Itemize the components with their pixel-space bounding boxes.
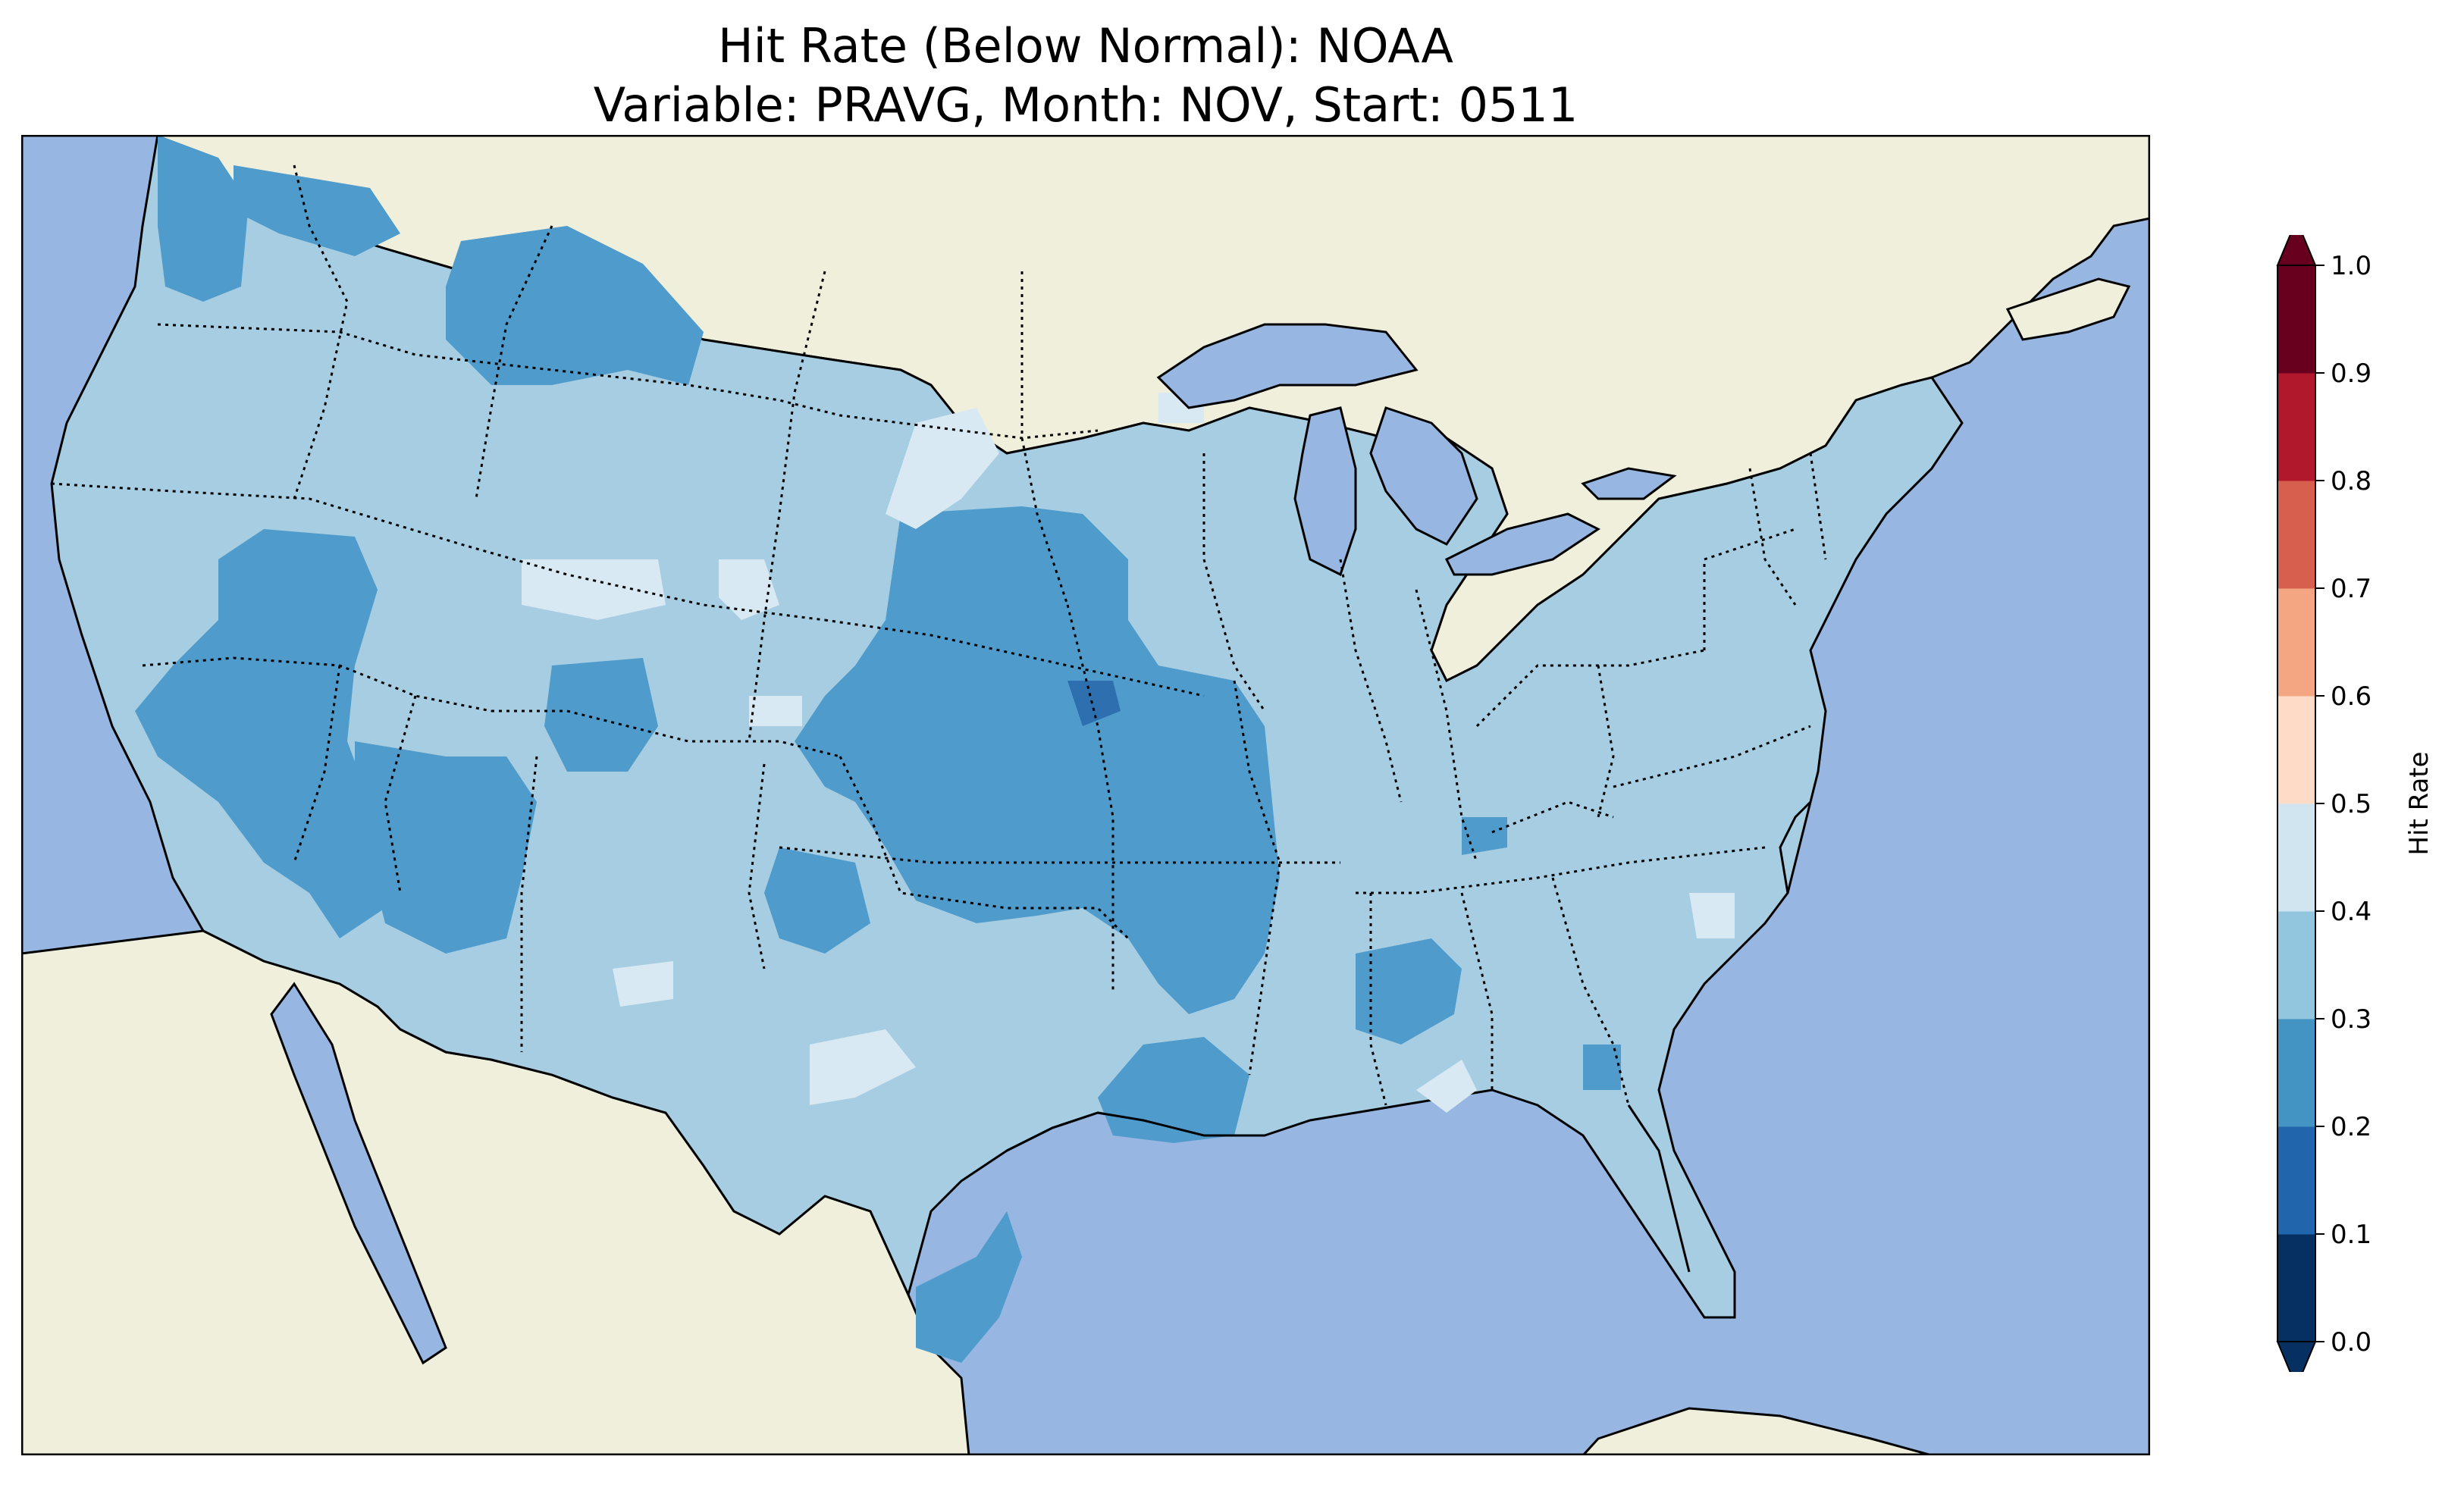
map-panel — [21, 135, 2150, 1455]
colorbar-tick-label: 0.5 — [2331, 789, 2372, 819]
hit-rate-0.4-0.5-regions — [522, 393, 1735, 1113]
gulf-of-california — [270, 982, 447, 1365]
colorbar-segment — [2277, 803, 2315, 912]
colorbar-segment — [2277, 1234, 2315, 1342]
colorbar-segment — [2277, 911, 2315, 1019]
colorbar-label: Hit Rate — [2404, 751, 2434, 855]
colorbar-tick-label: 0.0 — [2331, 1327, 2372, 1358]
colorbar-segment — [2277, 1019, 2315, 1127]
colorbar-extend-max — [2276, 235, 2317, 266]
colorbar-tick-label: 0.1 — [2331, 1220, 2372, 1250]
colorbar-segments — [2276, 235, 2317, 1372]
colorbar-tick-label: 0.4 — [2331, 897, 2372, 927]
colorbar-ticks: 0.0 0.1 0.2 0.3 0.4 0.5 0.6 0.7 0.8 0.9 1.0 — [2315, 251, 2372, 1358]
colorbar-extend-min — [2276, 1341, 2317, 1372]
map-frame — [21, 135, 2150, 1455]
title-line-2: Variable: PRAVG, Month: NOV, Start: 0511 — [593, 77, 1578, 133]
colorbar-tick-label: 0.2 — [2331, 1112, 2372, 1142]
map-title: Hit Rate (Below Normal): NOAA Variable: … — [21, 17, 2150, 135]
colorbar-tick-label: 1.0 — [2331, 251, 2372, 281]
colorbar-segment — [2277, 1126, 2315, 1235]
cuba-land — [1581, 1407, 1933, 1455]
coastline-detail — [1006, 800, 1812, 1273]
title-line-1: Hit Rate (Below Normal): NOAA — [718, 18, 1453, 74]
maritimes-land — [2005, 277, 2131, 341]
colorbar-tick-label: 0.6 — [2331, 681, 2372, 712]
colorbar-tick-label: 0.9 — [2331, 359, 2372, 389]
colorbar-segment — [2277, 588, 2315, 697]
colorbar-tick-label: 0.3 — [2331, 1004, 2372, 1035]
colorbar-tick-label: 0.7 — [2331, 574, 2372, 604]
colorbar-tick-label: 0.8 — [2331, 466, 2372, 496]
colorbar-segment — [2277, 481, 2315, 589]
colorbar-segment — [2277, 696, 2315, 804]
great-lakes — [1156, 323, 1677, 577]
state-borders — [51, 164, 1827, 1106]
colorbar: 0.0 0.1 0.2 0.3 0.4 0.5 0.6 0.7 0.8 0.9 1.0 Hit Ra… — [2276, 235, 2434, 1372]
colorbar-segment — [2277, 265, 2315, 374]
colorbar-segment — [2277, 373, 2315, 481]
